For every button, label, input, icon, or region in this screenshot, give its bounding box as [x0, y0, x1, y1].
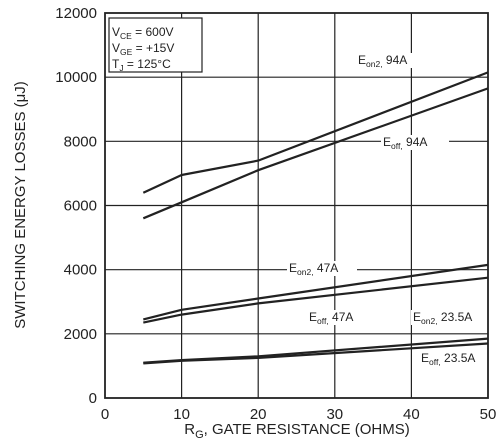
series-label-text: Eon2, 23.5A	[413, 310, 472, 326]
series-label-rest: 47A	[329, 310, 354, 324]
series-label-text: Eoff, 23.5A	[421, 351, 475, 367]
condition-line: TJ = 125°C	[112, 57, 171, 73]
series-label-sub: on2,	[366, 59, 383, 69]
series-label: Eoff, 94A	[381, 135, 449, 151]
series-label-text: Eoff, 47A	[309, 310, 353, 326]
y-tick-label: 2000	[64, 326, 97, 343]
y-tick-labels: 0 2000 4000 6000 8000 10000 12000	[55, 5, 97, 407]
condition-line-text: TJ = 125°C	[112, 57, 171, 73]
condition-line: VGE = +15V	[112, 41, 174, 57]
y-tick-label: 12000	[55, 5, 97, 22]
x-tick-label: 50	[480, 406, 497, 423]
series-label-backdrop	[419, 351, 485, 366]
x-tick-label: 30	[326, 406, 343, 423]
condition-line: VCE = 600V	[112, 25, 174, 41]
conditions-box-frame	[108, 17, 203, 73]
series-label: Eon2, 47A	[287, 261, 357, 277]
x-tick-label: 0	[101, 406, 109, 423]
y-tick-label: 0	[89, 390, 97, 407]
series-label-sub: off,	[391, 141, 403, 151]
x-axis-title-sub: G	[195, 429, 204, 441]
series-label-text: Eoff, 94A	[383, 135, 427, 151]
condition-line-text: VGE = +15V	[112, 41, 174, 57]
series-label-backdrop	[356, 53, 426, 68]
series-label-sub: off,	[429, 357, 441, 367]
series-label-backdrop	[287, 261, 357, 276]
condition-line-text: VCE = 600V	[112, 25, 174, 41]
series-lines	[142, 71, 489, 365]
x-tick-label: 40	[403, 406, 420, 423]
x-axis-title-main: R	[184, 421, 195, 438]
series-label-main: E	[383, 135, 391, 149]
x-tick-label: 20	[250, 406, 267, 423]
series-label-text: Eon2, 47A	[289, 261, 338, 277]
series-label-text: Eon2, 94A	[358, 53, 407, 69]
series-label-main: E	[358, 53, 366, 67]
series-label-main: E	[413, 310, 421, 324]
condition-line-main: T	[112, 57, 120, 71]
x-tick-label: 10	[173, 406, 190, 423]
series-label-main: E	[289, 261, 297, 275]
series-label-sub: on2,	[421, 316, 438, 326]
series-line	[143, 342, 489, 365]
series-line	[143, 263, 489, 321]
series-label-backdrop	[381, 135, 449, 150]
series-label-backdrop	[307, 310, 365, 325]
series-label: Eon2, 23.5A	[411, 310, 485, 326]
series-label: Eon2, 94A	[356, 53, 426, 69]
series-label-backdrop	[411, 310, 485, 325]
y-tick-label: 6000	[64, 198, 97, 215]
series-label-sub: off,	[317, 316, 329, 326]
condition-line-rest: = +15V	[132, 41, 174, 55]
series-label-rest: 94A	[383, 53, 408, 67]
series-label-rest: 23.5A	[441, 351, 476, 365]
plot-frame	[104, 12, 489, 399]
series-label: Eoff, 47A	[307, 310, 365, 326]
series-label-main: E	[309, 310, 317, 324]
condition-line-rest: = 125°C	[124, 57, 171, 71]
series-label: Eoff, 23.5A	[419, 351, 485, 367]
series-line	[142, 71, 489, 194]
condition-line-sub: GE	[120, 47, 133, 57]
series-label-rest: 23.5A	[438, 310, 473, 324]
x-axis-title: RG, GATE RESISTANCE (OHMS)	[184, 421, 410, 441]
condition-line-rest: = 600V	[132, 25, 174, 39]
y-tick-label: 4000	[64, 262, 97, 279]
y-axis-title: SWITCHING ENERGY LOSSES (μJ)	[12, 81, 29, 329]
condition-line-sub: J	[119, 63, 123, 73]
series-label-sub: on2,	[297, 267, 314, 277]
y-tick-label: 8000	[64, 133, 97, 150]
condition-line-sub: CE	[120, 31, 132, 41]
series-label-rest: 47A	[314, 261, 339, 275]
series-line	[143, 276, 489, 324]
condition-line-main: V	[112, 41, 120, 55]
series-line	[142, 87, 489, 220]
x-tick-labels: 0 10 20 30 40 50	[101, 406, 497, 423]
series-label-rest: 94A	[403, 135, 428, 149]
condition-line-main: V	[112, 25, 120, 39]
series-label-main: E	[421, 351, 429, 365]
x-axis-title-rest: , GATE RESISTANCE (OHMS)	[204, 421, 410, 438]
y-tick-label: 10000	[55, 69, 97, 86]
